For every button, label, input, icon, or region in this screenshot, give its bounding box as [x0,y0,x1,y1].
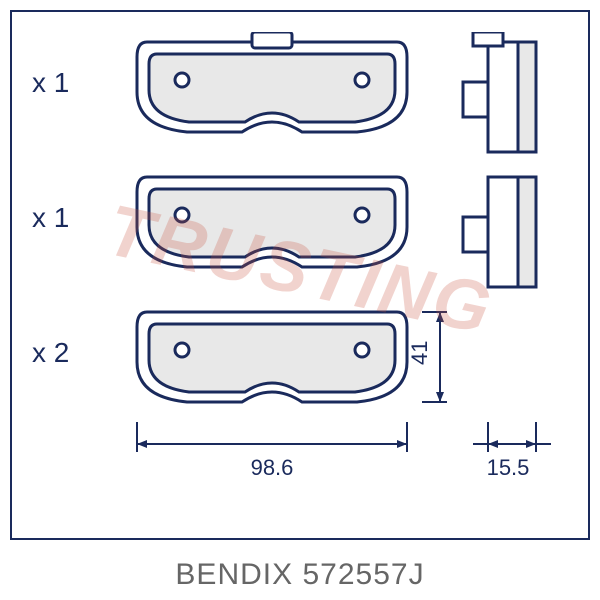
qty-label-3: x 2 [32,337,69,369]
brake-pad-1 [127,32,417,142]
thickness-dimension-value: 15.5 [443,455,573,481]
qty-label-1: x 1 [32,67,69,99]
caption: BENDIX 572557J [0,558,600,592]
brake-pad-3 [127,302,417,412]
side-view [443,32,573,292]
brake-pad-2 [127,167,417,277]
caption-brand: BENDIX [175,558,293,591]
diagram-frame: x 1 x 1 x 2 [10,10,590,540]
caption-part: 572557J [302,558,424,591]
height-dimension-value: 41 [407,341,433,365]
qty-label-2: x 1 [32,202,69,234]
width-dimension-value: 98.6 [127,455,417,481]
